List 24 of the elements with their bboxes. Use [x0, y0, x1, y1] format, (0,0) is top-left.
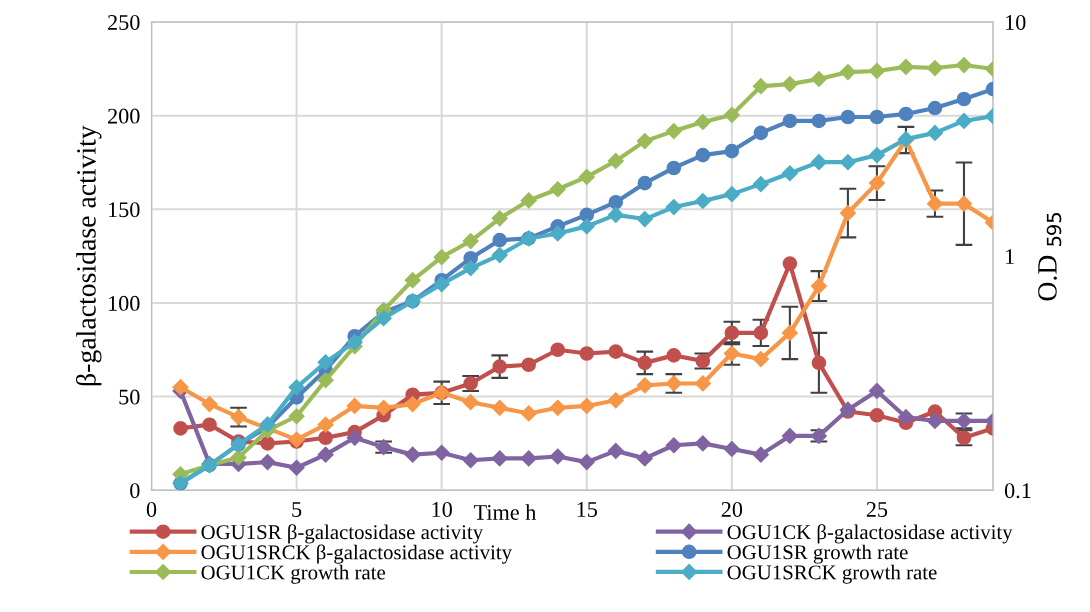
- x-tick-label: 5: [292, 502, 302, 517]
- y-tick-label: 50: [119, 389, 140, 405]
- y-tick-label: 250: [108, 14, 140, 30]
- y-tick-label: 200: [108, 108, 140, 124]
- y2-tick-label: 0.1: [1004, 483, 1031, 499]
- legend-label: OGU1SRCK growth rate: [727, 564, 937, 584]
- y2-tick-label: 1: [1006, 249, 1014, 264]
- x-tick-label: 25: [866, 502, 888, 517]
- x-tick-label: 20: [721, 501, 743, 517]
- y-tick-label: 100: [109, 295, 140, 311]
- legend-label: OGU1CK growth rate: [201, 564, 386, 584]
- y2-axis-title: O.D $_{595}$: [1038, 213, 1062, 301]
- x-tick-label: 15: [577, 502, 597, 517]
- x-axis-title: Time h: [473, 504, 537, 520]
- legend-label: OGU1SR β-galactosidase activity: [201, 524, 484, 544]
- y-axis-title: β-galactosidase activity: [75, 125, 102, 386]
- x-tick-label: 10: [432, 501, 452, 517]
- legend-label: OGU1SR growth rate: [727, 544, 908, 564]
- y2-tick-label: 10: [1006, 14, 1026, 30]
- legend-label: OGU1CK β-galactosidase activity: [727, 524, 1013, 544]
- y-tick-label: 0: [130, 483, 140, 499]
- x-tick-label: 0: [146, 501, 157, 517]
- legend-label: OGU1SRCK β-galactosidase activity: [201, 544, 512, 564]
- y-tick-label: 150: [109, 202, 140, 218]
